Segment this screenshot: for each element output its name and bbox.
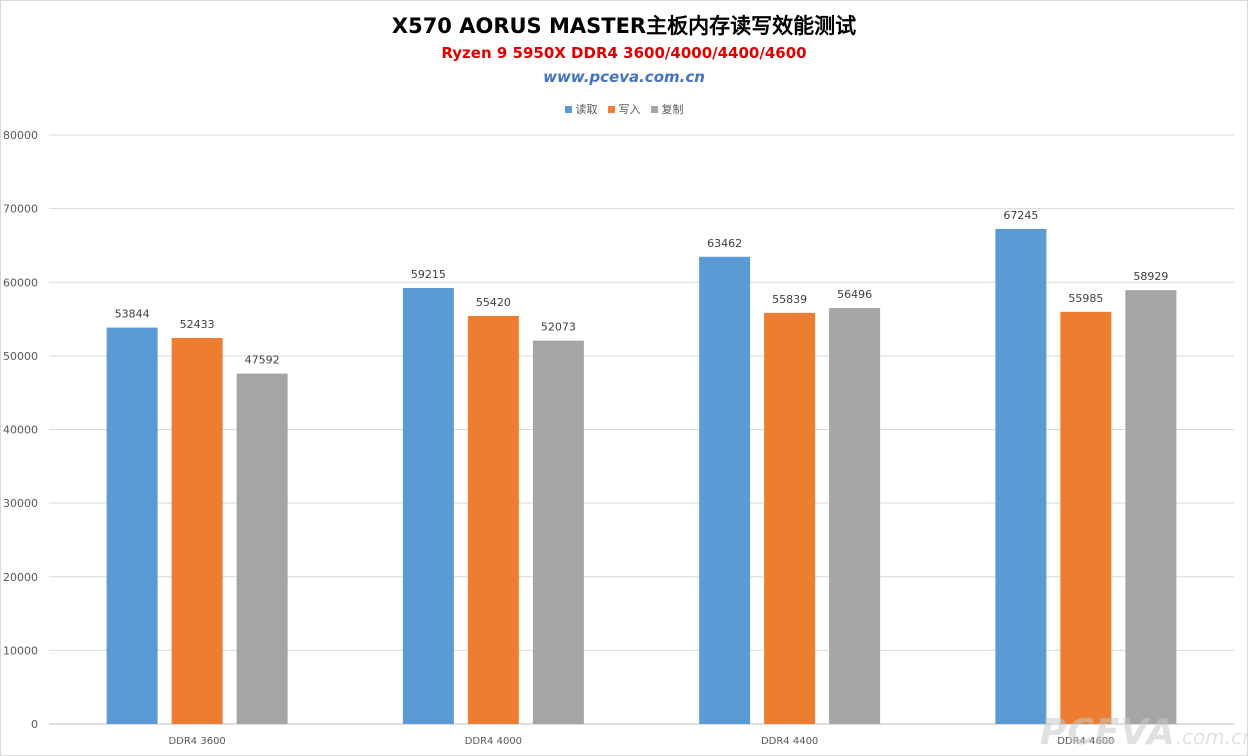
x-tick-label: DDR4 4400 — [761, 736, 818, 747]
y-tick-label: 0 — [31, 718, 38, 731]
data-label: 55420 — [476, 296, 511, 309]
legend-label-write: 写入 — [618, 103, 641, 116]
legend-item-read: 读取 — [564, 101, 598, 117]
bar — [467, 315, 519, 724]
bar — [829, 308, 881, 724]
watermark-logo: PCEVA.com.cn — [1040, 712, 1248, 753]
data-label: 47592 — [245, 354, 280, 367]
chart-subtitle: Ryzen 9 5950X DDR4 3600/4000/4400/4600 — [441, 44, 807, 62]
bar — [699, 256, 751, 724]
x-tick-label: DDR4 4000 — [465, 736, 522, 747]
bar — [106, 327, 158, 724]
legend-swatch-write — [607, 105, 615, 113]
bar — [1060, 311, 1112, 724]
y-tick-label: 50000 — [3, 350, 38, 363]
legend-swatch-read — [564, 105, 572, 113]
y-tick-label: 60000 — [3, 276, 38, 289]
data-label: 56496 — [837, 288, 872, 301]
y-tick-label: 10000 — [3, 644, 38, 657]
bar — [236, 373, 288, 724]
data-label: 55839 — [772, 293, 807, 306]
data-label: 53844 — [115, 308, 150, 321]
x-tick-label: DDR4 3600 — [168, 736, 225, 747]
bar — [532, 340, 584, 724]
y-tick-label: 30000 — [3, 497, 38, 510]
x-tick-label: DDR4 4600 — [1057, 736, 1114, 747]
legend-label-read: 读取 — [575, 103, 598, 116]
data-label: 63462 — [707, 237, 742, 250]
y-tick-label: 40000 — [3, 424, 38, 437]
data-label: 59215 — [411, 268, 446, 281]
data-label: 55985 — [1068, 292, 1103, 305]
legend: 读取 写入 复制 — [0, 101, 1248, 117]
bar — [995, 228, 1047, 724]
chart-title: X570 AORUS MASTER主板内存读写效能测试 — [391, 14, 857, 38]
data-label: 52433 — [180, 318, 215, 331]
legend-item-copy: 复制 — [650, 101, 684, 117]
bar — [1125, 290, 1177, 724]
bar — [402, 288, 454, 724]
y-tick-label: 80000 — [3, 129, 38, 142]
site-url: www.pceva.com.cn — [543, 68, 705, 86]
legend-item-write: 写入 — [607, 101, 641, 117]
bar — [764, 312, 816, 724]
y-tick-label: 70000 — [3, 203, 38, 216]
data-label: 58929 — [1133, 270, 1168, 283]
data-label: 52073 — [541, 321, 576, 334]
legend-swatch-copy — [650, 105, 658, 113]
y-tick-label: 20000 — [3, 571, 38, 584]
bar — [171, 337, 223, 724]
data-label: 67245 — [1003, 209, 1038, 222]
legend-label-copy: 复制 — [661, 103, 684, 116]
